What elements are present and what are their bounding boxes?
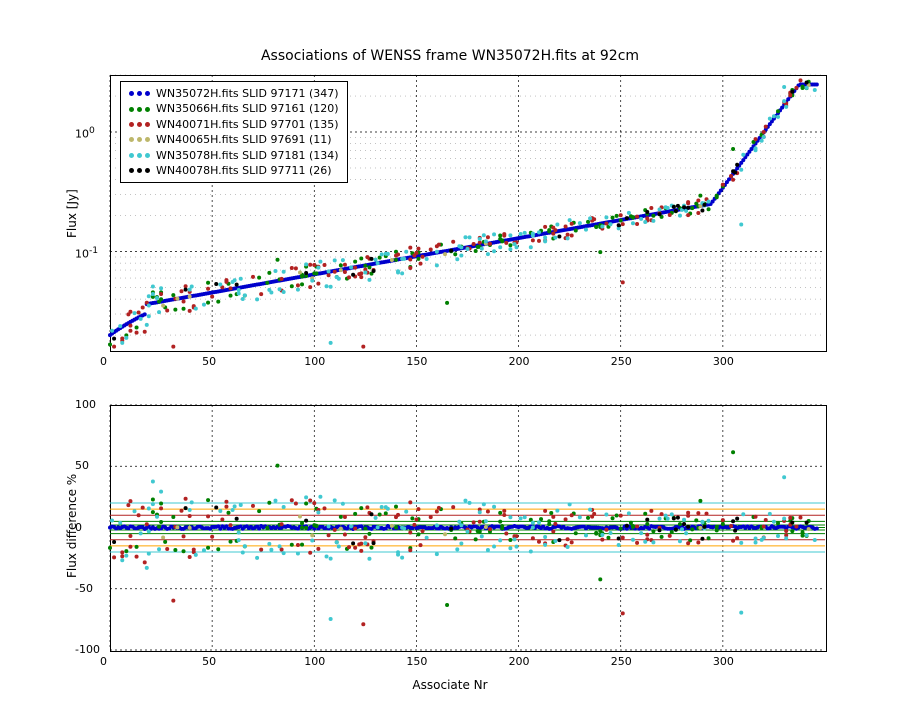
legend-item: WN35072H.fits SLID 97171 (347) (129, 86, 339, 101)
xtick-label: 100 (304, 655, 325, 668)
flux-ylabel: Flux [Jy] (65, 189, 79, 238)
legend-label: WN35072H.fits SLID 97171 (347) (156, 86, 339, 101)
xtick-label: 150 (406, 655, 427, 668)
legend: WN35072H.fits SLID 97171 (347)WN35066H.f… (120, 81, 348, 183)
xtick-label: 300 (713, 655, 734, 668)
chart-title: Associations of WENSS frame WN35072H.fit… (0, 48, 900, 64)
xtick-label: 50 (202, 355, 216, 368)
legend-marker (129, 153, 150, 158)
legend-marker (129, 107, 150, 112)
xtick-label: 200 (509, 655, 530, 668)
fluxdiff-scatter-svg (110, 405, 825, 650)
legend-marker (129, 137, 150, 142)
legend-marker (129, 122, 150, 127)
figure: Associations of WENSS frame WN35072H.fit… (0, 0, 900, 720)
xtick-label: 250 (611, 655, 632, 668)
xlabel: Associate Nr (0, 678, 900, 692)
ytick-label: 100 (75, 125, 95, 141)
legend-label: WN40071H.fits SLID 97701 (135) (156, 117, 339, 132)
xtick-label: 50 (202, 655, 216, 668)
xtick-label: 0 (100, 655, 107, 668)
legend-label: WN35066H.fits SLID 97161 (120) (156, 101, 339, 116)
xtick-label: 200 (509, 355, 530, 368)
ytick-label: -100 (75, 643, 100, 656)
legend-item: WN40065H.fits SLID 97691 (11) (129, 132, 339, 147)
ytick-label: 10-1 (75, 245, 98, 261)
legend-item: WN35078H.fits SLID 97181 (134) (129, 148, 339, 163)
legend-label: WN35078H.fits SLID 97181 (134) (156, 148, 339, 163)
xtick-label: 300 (713, 355, 734, 368)
xtick-label: 250 (611, 355, 632, 368)
legend-item: WN40071H.fits SLID 97701 (135) (129, 117, 339, 132)
legend-marker (129, 168, 150, 173)
legend-label: WN40078H.fits SLID 97711 (26) (156, 163, 332, 178)
xtick-label: 150 (406, 355, 427, 368)
ytick-label: -50 (75, 582, 93, 595)
xtick-label: 100 (304, 355, 325, 368)
ytick-label: 100 (75, 398, 96, 411)
legend-label: WN40065H.fits SLID 97691 (11) (156, 132, 332, 147)
ytick-label: 0 (75, 521, 82, 534)
legend-item: WN35066H.fits SLID 97161 (120) (129, 101, 339, 116)
ytick-label: 50 (75, 459, 89, 472)
xtick-label: 0 (100, 355, 107, 368)
legend-item: WN40078H.fits SLID 97711 (26) (129, 163, 339, 178)
legend-marker (129, 91, 150, 96)
